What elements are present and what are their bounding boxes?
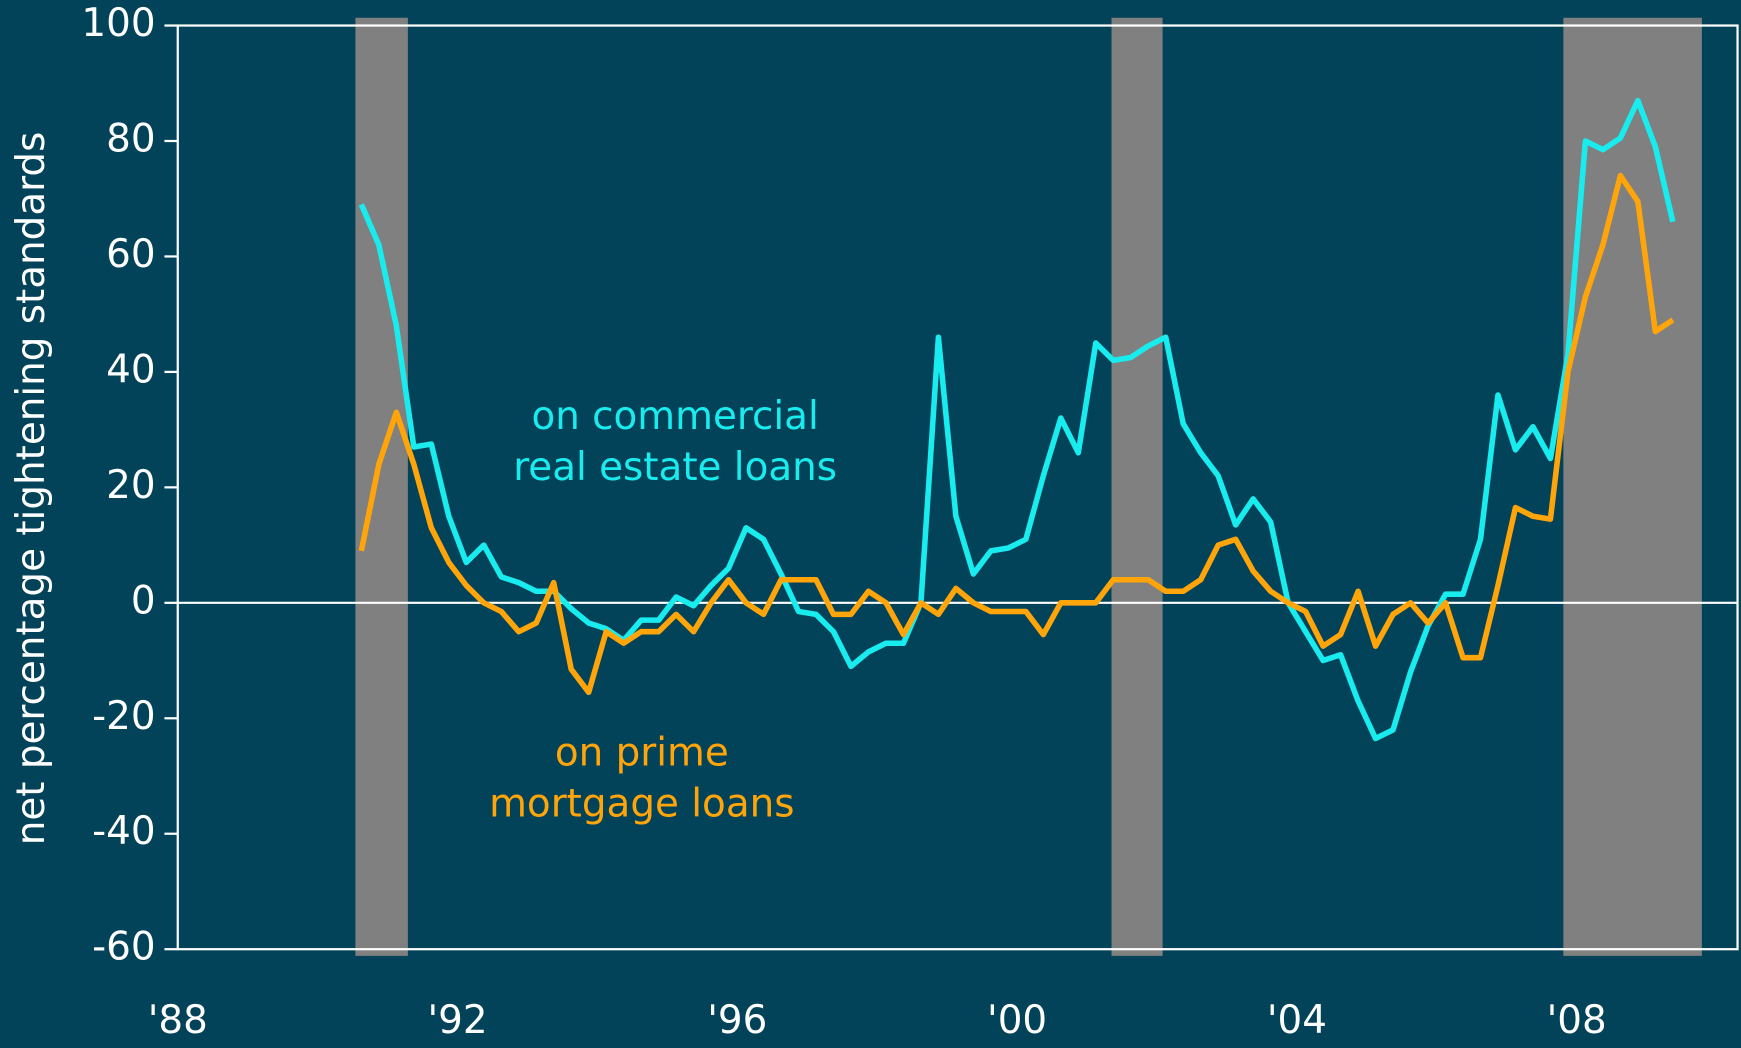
annotation: on commercial xyxy=(531,394,818,439)
series-line xyxy=(358,172,1675,696)
annotation: on prime xyxy=(555,730,729,775)
y-axis-label: net percentage tightening standards xyxy=(9,132,54,846)
y-tick-label: 0 xyxy=(131,578,156,623)
x-tick-label: '04 xyxy=(1267,998,1327,1043)
recession-band xyxy=(355,17,408,956)
plot-frame xyxy=(176,24,1739,951)
y-tick-label: -40 xyxy=(92,809,155,854)
y-tick-label: 100 xyxy=(81,1,155,46)
y-tick-label: -60 xyxy=(92,925,155,970)
x-tick-label: '88 xyxy=(148,998,208,1043)
y-tick-label: -20 xyxy=(92,694,155,739)
recession-band xyxy=(1563,17,1702,956)
y-tick-label: 80 xyxy=(106,116,155,161)
y-tick-label: 20 xyxy=(106,463,155,508)
x-tick-label: '08 xyxy=(1547,998,1607,1043)
x-tick-label: '92 xyxy=(427,998,487,1043)
annotation: real estate loans xyxy=(513,445,837,490)
y-tick-label: 40 xyxy=(106,347,155,392)
y-tick-label: 60 xyxy=(106,232,155,277)
recession-band xyxy=(1111,17,1163,956)
annotation: mortgage loans xyxy=(489,781,794,826)
series-line xyxy=(358,97,1676,742)
x-tick-label: '00 xyxy=(987,998,1047,1043)
x-tick-label: '96 xyxy=(707,998,767,1043)
